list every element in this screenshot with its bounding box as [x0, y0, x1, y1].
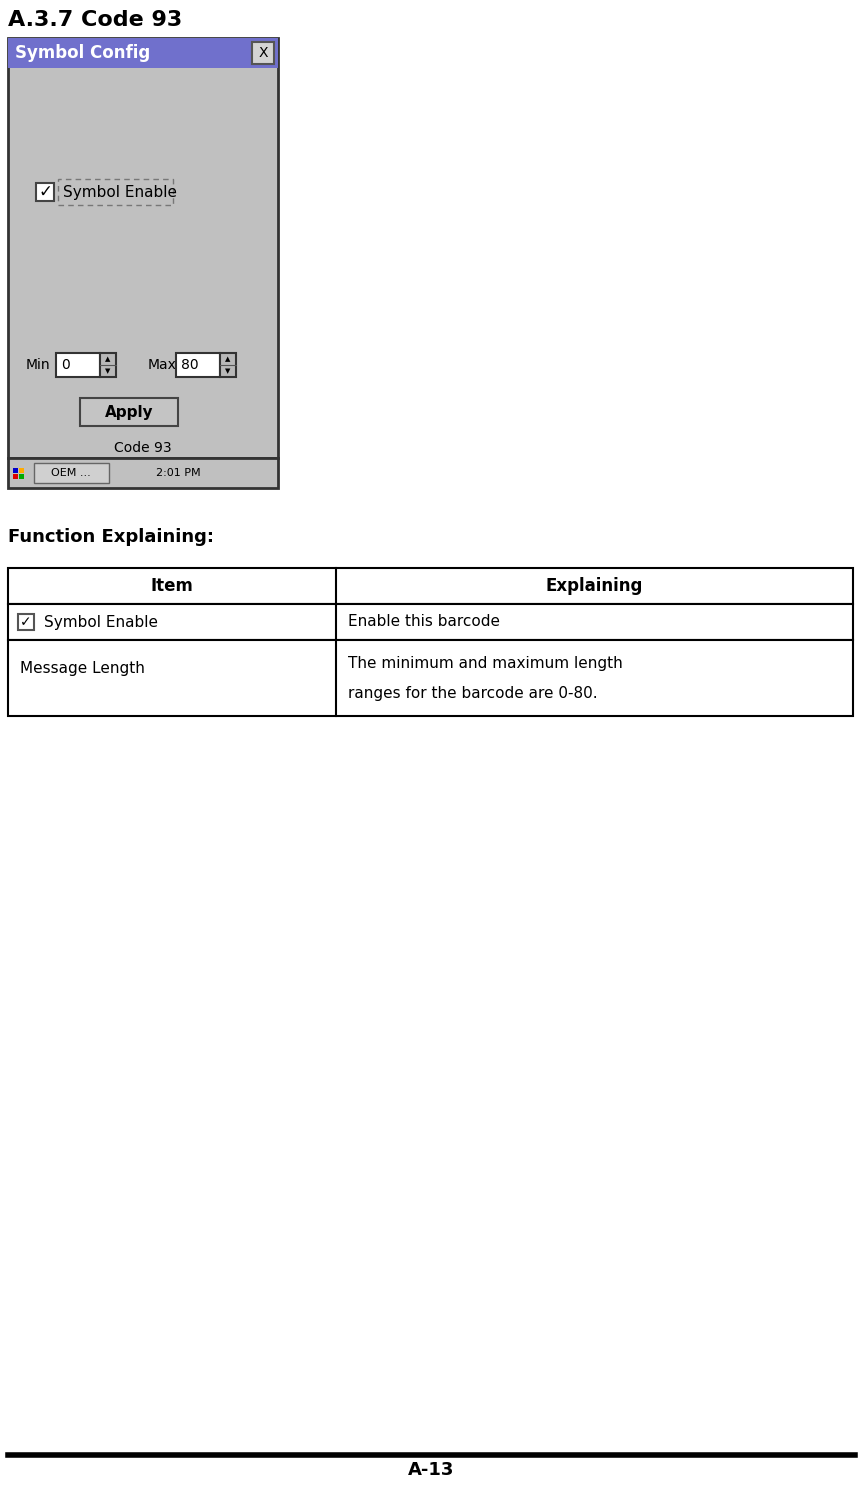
Bar — [19, 474, 24, 479]
Text: ▼: ▼ — [105, 367, 110, 375]
Bar — [36, 183, 54, 201]
Text: Message Length: Message Length — [20, 660, 145, 675]
Bar — [8, 458, 278, 488]
Text: Enable this barcode: Enable this barcode — [348, 614, 500, 629]
Bar — [252, 42, 274, 64]
Text: 80: 80 — [181, 358, 198, 372]
Text: Code 93: Code 93 — [114, 442, 172, 455]
Text: Symbol Config: Symbol Config — [15, 45, 150, 62]
Text: Apply: Apply — [104, 404, 154, 419]
Text: The minimum and maximum length: The minimum and maximum length — [348, 656, 623, 671]
Bar — [100, 352, 116, 378]
Text: A.3.7 Code 93: A.3.7 Code 93 — [8, 10, 182, 30]
Text: Max: Max — [148, 358, 177, 372]
Bar — [176, 352, 220, 378]
Bar — [34, 462, 109, 483]
Text: 0: 0 — [61, 358, 70, 372]
Bar — [8, 39, 278, 68]
Text: A-13: A-13 — [408, 1462, 455, 1480]
Text: X: X — [258, 46, 268, 59]
Bar — [56, 352, 100, 378]
Bar — [8, 39, 278, 458]
Text: ▲: ▲ — [105, 355, 110, 361]
Bar — [220, 352, 236, 378]
Bar — [8, 568, 853, 604]
Text: ✓: ✓ — [20, 616, 32, 629]
Text: OEM ...: OEM ... — [51, 468, 91, 477]
Bar — [8, 639, 853, 717]
Text: ▼: ▼ — [225, 367, 230, 375]
Text: ranges for the barcode are 0-80.: ranges for the barcode are 0-80. — [348, 686, 597, 700]
Text: ✓: ✓ — [38, 183, 52, 201]
Bar — [13, 468, 18, 473]
Text: Symbol Enable: Symbol Enable — [63, 184, 177, 199]
Bar — [18, 614, 34, 630]
Bar — [13, 474, 18, 479]
Text: Explaining: Explaining — [545, 577, 643, 595]
Bar — [58, 178, 173, 205]
Text: Function Explaining:: Function Explaining: — [8, 528, 214, 546]
Bar — [19, 468, 24, 473]
Text: 2:01 PM: 2:01 PM — [156, 468, 200, 477]
Text: Symbol Enable: Symbol Enable — [44, 614, 158, 629]
Text: Min: Min — [26, 358, 51, 372]
Text: ▲: ▲ — [225, 355, 230, 361]
Bar — [8, 604, 853, 639]
Text: Item: Item — [150, 577, 193, 595]
Bar — [80, 399, 178, 425]
